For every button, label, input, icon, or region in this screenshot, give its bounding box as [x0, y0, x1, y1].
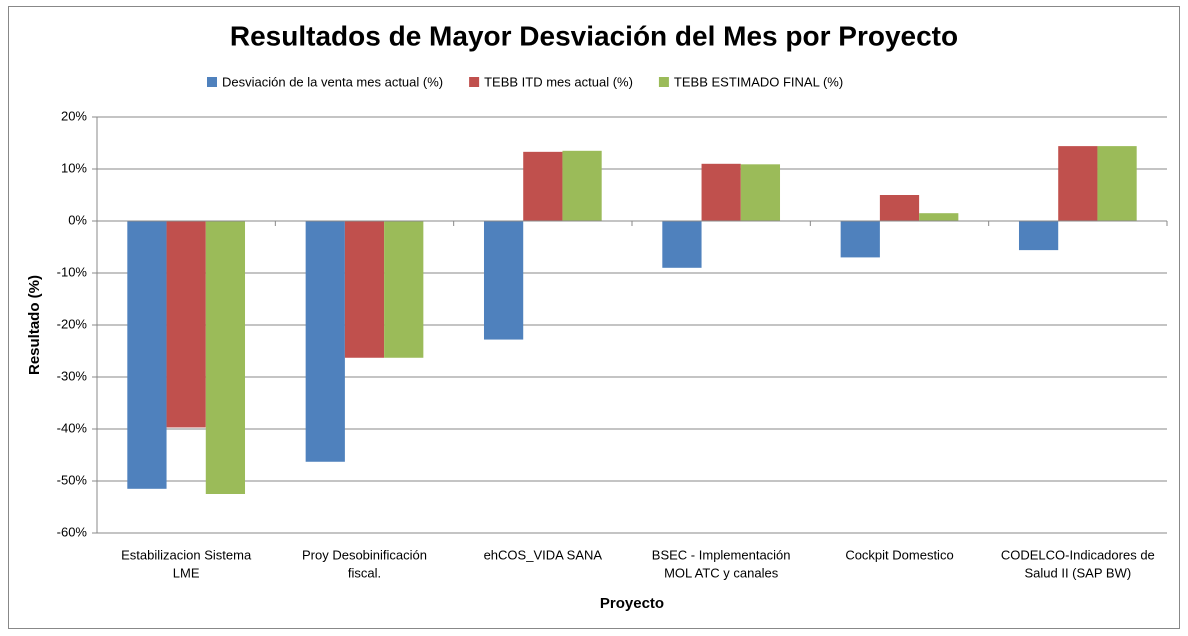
bar: [701, 163, 741, 221]
bar: [919, 213, 959, 221]
y-tick-label: -60%: [57, 524, 88, 539]
bar: [205, 221, 246, 494]
y-tick-label: 20%: [61, 108, 87, 123]
y-tick-label: -20%: [57, 316, 88, 331]
y-tick-label: -50%: [57, 472, 88, 487]
legend-label: TEBB ITD mes actual (%): [484, 74, 633, 89]
bar: [1058, 146, 1098, 221]
legend-label: Desviación de la venta mes actual (%): [222, 74, 443, 89]
bar: [483, 221, 524, 340]
x-tick-label: Salud II (SAP BW): [1024, 565, 1131, 580]
legend-swatch: [207, 77, 217, 87]
bar: [305, 221, 345, 462]
x-tick-label: Estabilizacion Sistema: [121, 547, 252, 562]
legend-label: TEBB ESTIMADO FINAL (%): [674, 74, 843, 89]
y-tick-label: 10%: [61, 160, 87, 175]
x-tick-label: Cockpit Domestico: [845, 547, 953, 562]
x-tick-label: LME: [173, 565, 200, 580]
y-tick-label: -30%: [57, 368, 88, 383]
x-tick-label: MOL ATC y canales: [664, 565, 779, 580]
legend-swatch: [658, 77, 669, 87]
y-tick-label: -40%: [57, 420, 88, 435]
bar: [562, 150, 602, 221]
bar: [662, 221, 702, 268]
bar: [879, 195, 920, 221]
bar: [740, 164, 781, 221]
legend-swatch: [469, 77, 480, 87]
x-tick-label: BSEC - Implementación: [652, 547, 791, 562]
x-axis-title: Proyecto: [600, 595, 664, 612]
bar: [384, 221, 424, 358]
x-tick-label: ehCOS_VIDA SANA: [484, 547, 603, 562]
bar: [523, 151, 563, 221]
x-tick-label: CODELCO-Indicadores de: [1001, 547, 1155, 562]
x-tick-label: Proy Desobinificación: [302, 547, 427, 562]
x-tick-label: fiscal.: [348, 565, 381, 580]
chart-title: Resultados de Mayor Desviación del Mes p…: [230, 20, 958, 51]
y-tick-label: 0%: [68, 212, 87, 227]
bar: [344, 221, 385, 358]
bar: [840, 221, 880, 258]
bar: [1018, 221, 1059, 251]
bar: [1097, 146, 1137, 221]
bar: [127, 221, 167, 489]
y-axis-title: Resultado (%): [26, 275, 43, 375]
bar: [166, 221, 206, 428]
y-tick-label: -10%: [57, 264, 88, 279]
